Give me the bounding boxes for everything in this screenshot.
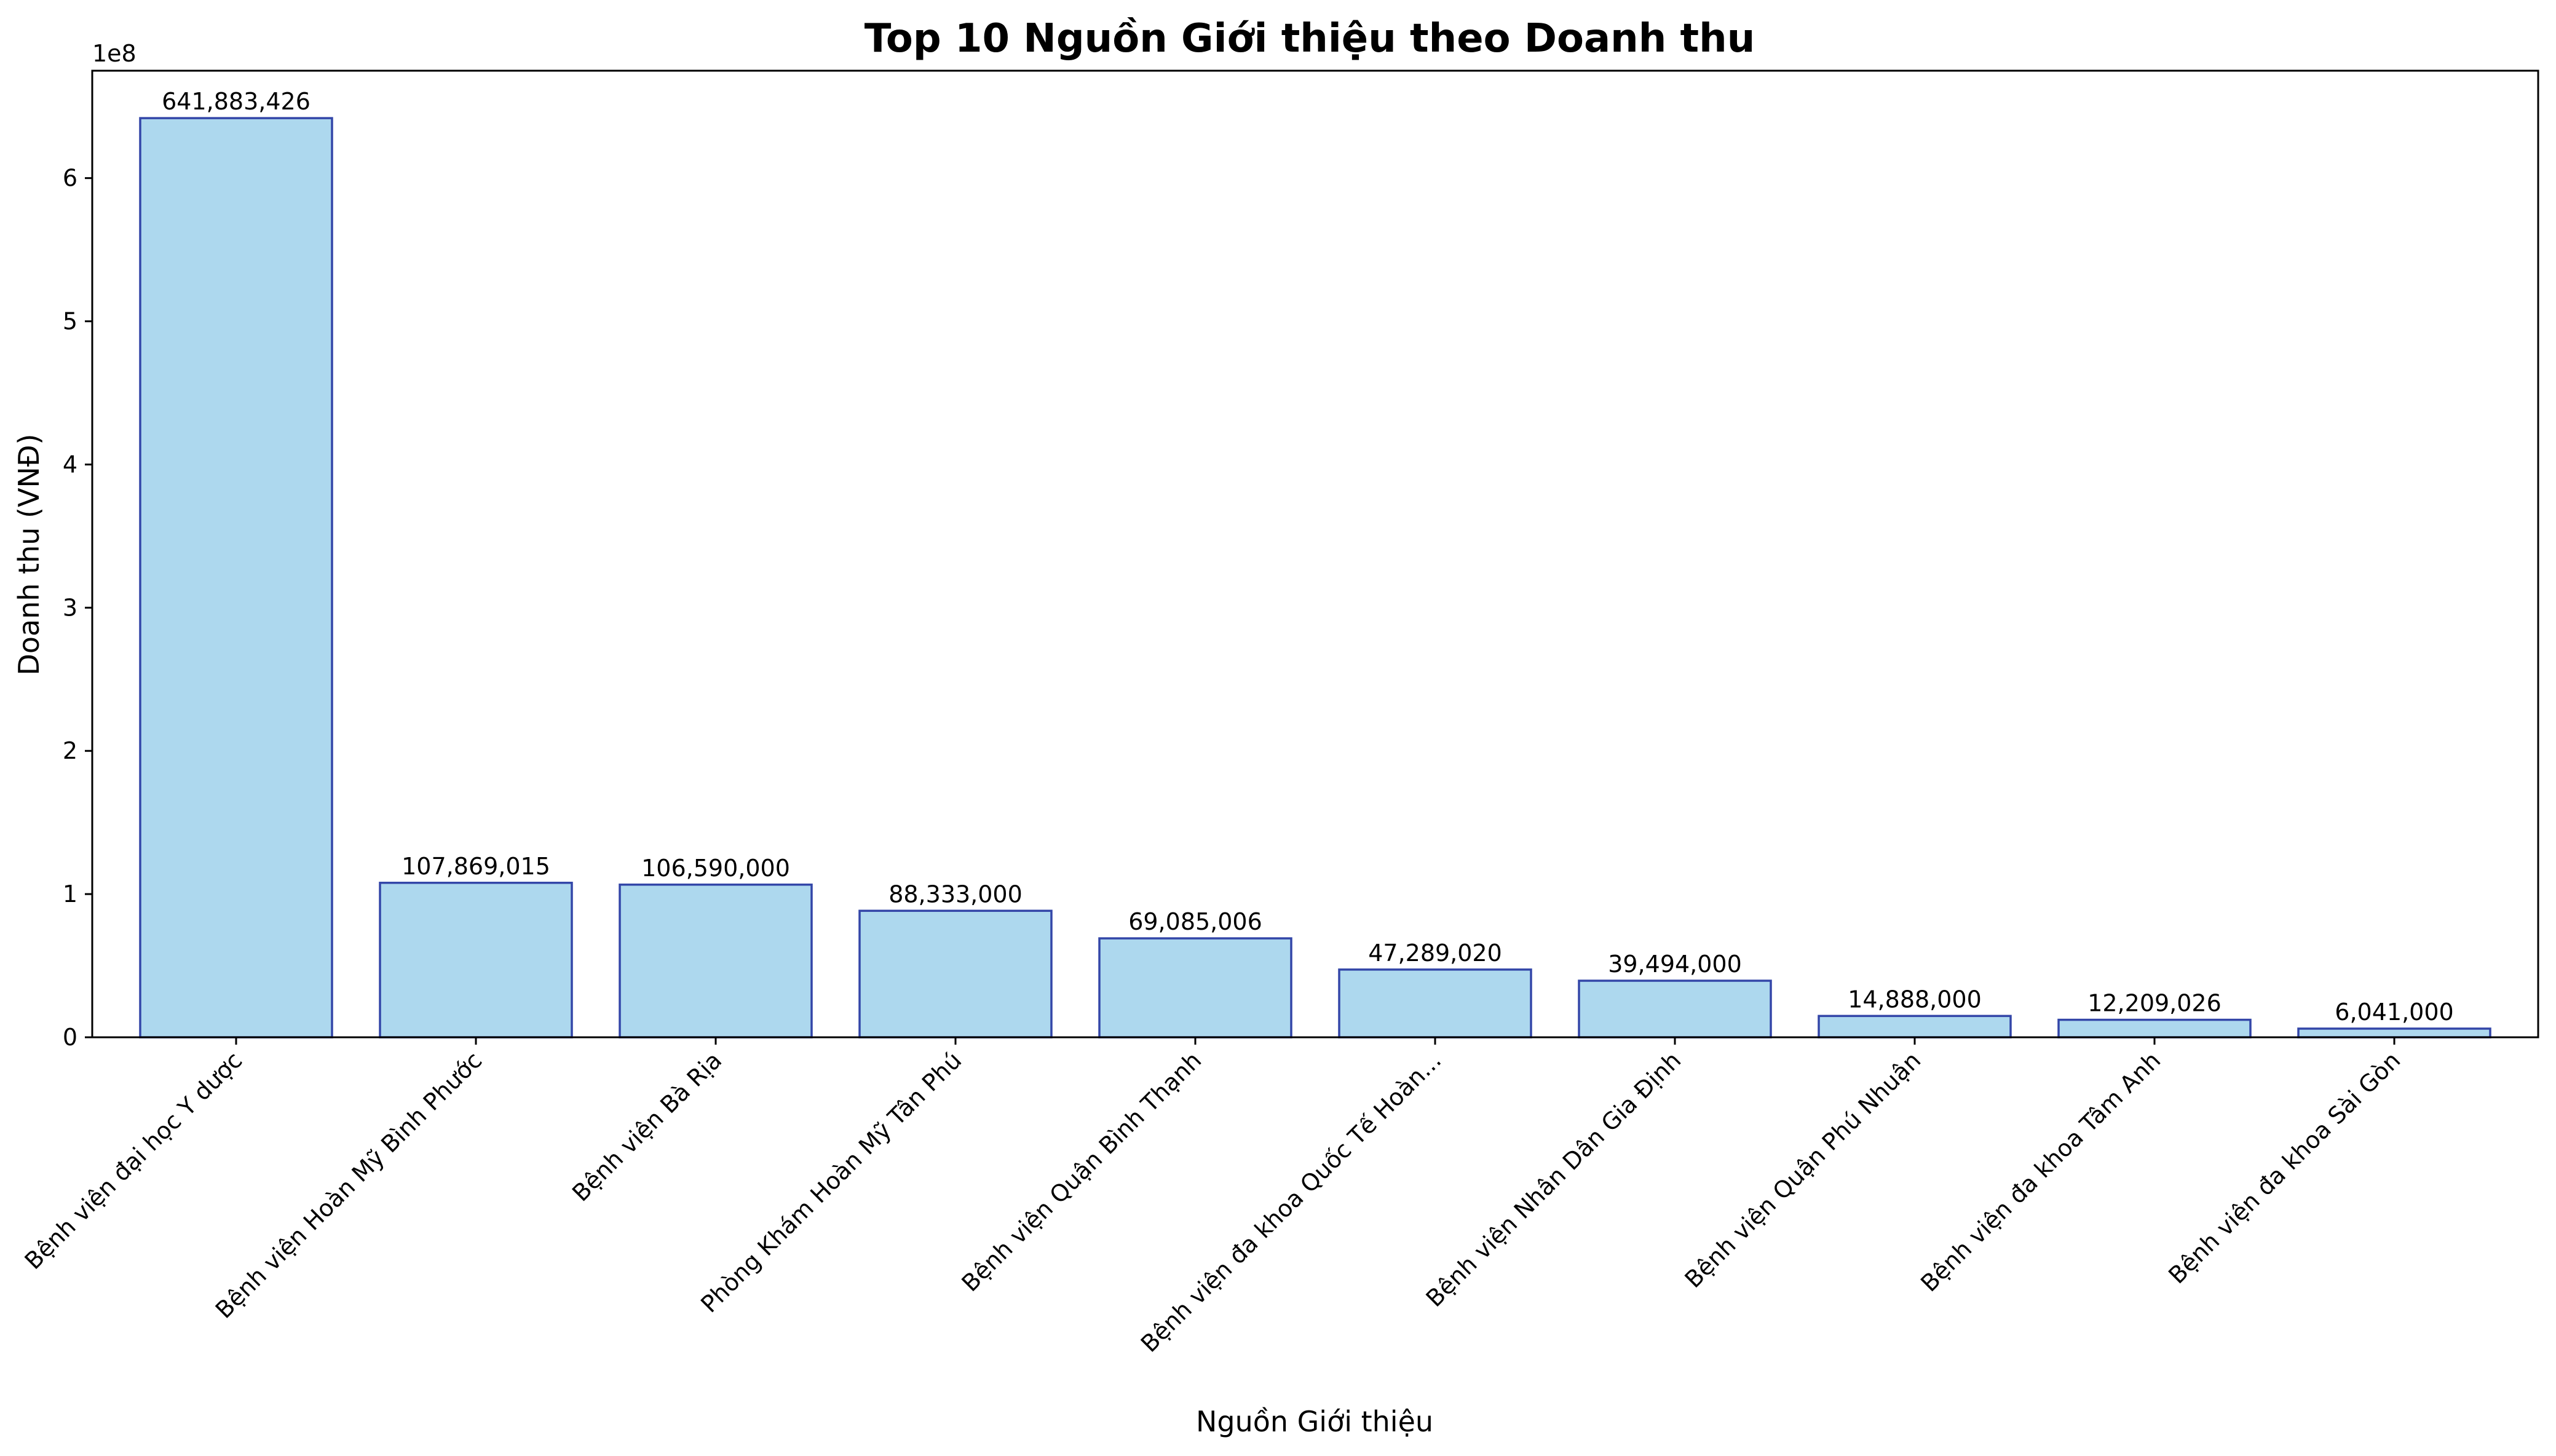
- bar: [379, 882, 573, 1039]
- x-tick-label: Bệnh viện đại học Y dược: [20, 1046, 248, 1275]
- bar: [1818, 1015, 2012, 1039]
- bar-value-label: 6,041,000: [2335, 999, 2453, 1026]
- bar: [1338, 968, 1532, 1039]
- x-tick-label: Bệnh viện đa khoa Quốc Tế Hoàn...: [1136, 1046, 1446, 1357]
- bar-value-label: 39,494,000: [1608, 951, 1742, 978]
- bar: [2297, 1027, 2491, 1039]
- y-tick-label: 3: [63, 594, 77, 621]
- bar: [1578, 979, 1772, 1039]
- bar-value-label: 47,289,020: [1368, 940, 1502, 967]
- bar: [2057, 1018, 2252, 1039]
- y-axis-label: Doanh thu (VNĐ): [12, 433, 46, 675]
- bar: [858, 909, 1053, 1039]
- x-axis-label: Nguồn Giới thiệu: [1196, 1405, 1433, 1438]
- x-tick-label: Bệnh viện Hoàn Mỹ Bình Phước: [210, 1046, 487, 1323]
- bar-value-label: 14,888,000: [1848, 986, 1982, 1013]
- x-tick-label: Bệnh viện Quận Bình Thạnh: [957, 1046, 1207, 1297]
- bar-value-label: 107,869,015: [402, 853, 550, 880]
- bar-value-label: 69,085,006: [1128, 908, 1262, 935]
- x-tick-label: Bệnh viện Nhân Dân Gia Định: [1421, 1046, 1687, 1312]
- y-tick-label: 1: [63, 880, 77, 908]
- bar: [139, 117, 333, 1039]
- x-tick-label: Bệnh viện đa khoa Tâm Anh: [1915, 1046, 2166, 1297]
- chart-title: Top 10 Nguồn Giới thiệu theo Doanh thu: [865, 16, 1755, 61]
- plot-area: 641,883,426 107,869,015 106,590,000 88,333,…: [20, 69, 2539, 1358]
- bar-value-label: 12,209,026: [2087, 990, 2222, 1017]
- y-tick-label: 4: [63, 451, 77, 478]
- x-tick-label: Bệnh viện đa khoa Sài Gòn: [2163, 1046, 2405, 1289]
- y-tick-label: 5: [63, 308, 77, 335]
- bar-value-label: 106,590,000: [641, 855, 790, 882]
- y-tick-label: 0: [63, 1024, 77, 1051]
- bar-value-label: 641,883,426: [162, 88, 311, 115]
- x-tick-label: Bệnh viện Bà Rịa: [567, 1046, 727, 1206]
- y-tick-label: 2: [63, 737, 77, 764]
- axes-frame: [91, 69, 2539, 1039]
- y-axis-offset-label: 1e8: [92, 40, 137, 67]
- bar: [1098, 937, 1292, 1039]
- bar: [619, 884, 813, 1039]
- x-tick-label: Bệnh viện Quận Phú Nhuận: [1680, 1046, 1926, 1293]
- bar-value-label: 88,333,000: [888, 880, 1023, 908]
- x-tick-label: Phòng Khám Hoàn Mỹ Tân Phú: [695, 1046, 967, 1318]
- y-tick-label: 6: [63, 165, 77, 192]
